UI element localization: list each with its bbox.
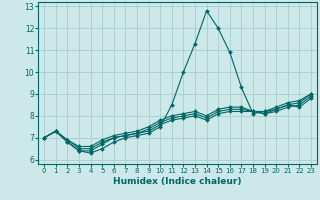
X-axis label: Humidex (Indice chaleur): Humidex (Indice chaleur) xyxy=(113,177,242,186)
